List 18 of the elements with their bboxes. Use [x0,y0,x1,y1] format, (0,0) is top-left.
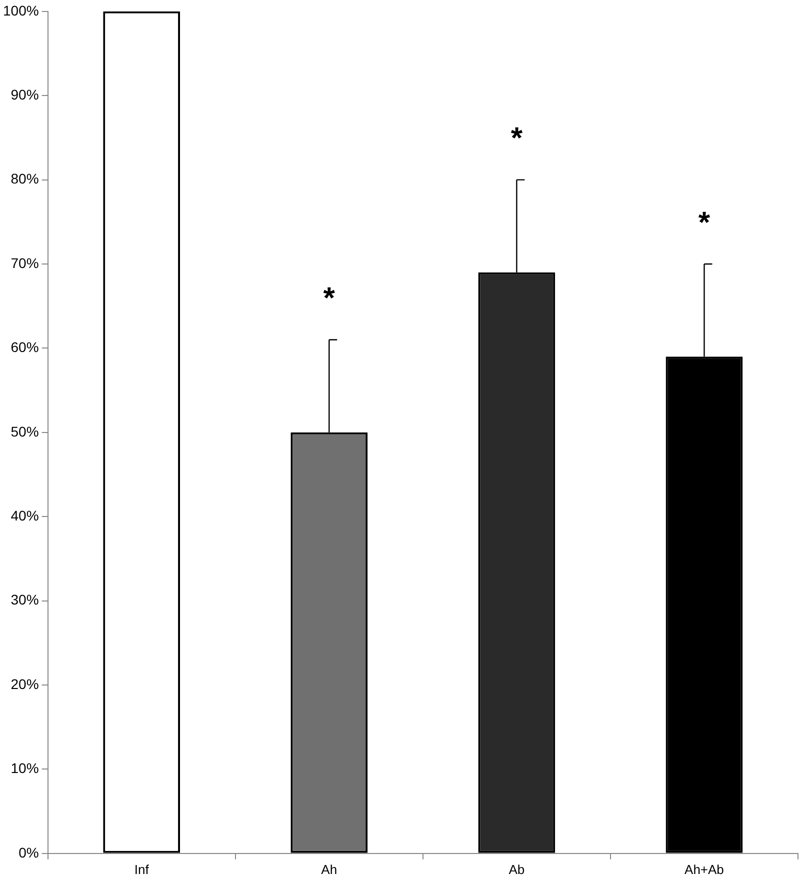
y-tick-label: 40% [10,507,39,524]
x-tick-label: Ah+Ab [684,862,724,877]
y-tick-label: 20% [10,676,39,692]
y-tick-label: 50% [10,423,39,440]
annotation: * [510,122,523,156]
annotation: * [698,206,710,240]
x-tick-label: Ab [508,862,525,877]
annotation: * [323,282,336,316]
y-tick-label: 30% [10,592,39,608]
y-tick-label: 70% [10,254,39,271]
y-tick-label: 80% [10,170,39,187]
y-tick-label: 60% [10,339,39,356]
y-tick-label: 100% [2,2,39,18]
x-tick-label: Inf [134,862,150,877]
y-tick-label: 90% [10,86,39,102]
y-tick-label: 10% [10,760,39,776]
y-tick-label: 0% [18,844,39,860]
x-tick-label: Ah [321,862,338,877]
